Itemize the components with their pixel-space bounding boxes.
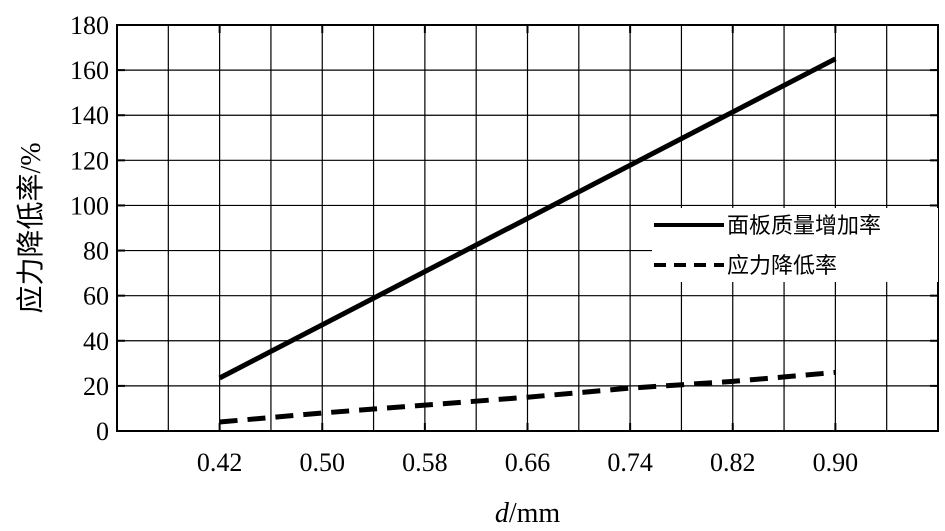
x-tick-label: 0.82 xyxy=(710,448,756,477)
y-tick-label: 0 xyxy=(96,417,109,446)
y-tick-label: 40 xyxy=(83,327,109,356)
x-tick-label: 0.66 xyxy=(505,448,551,477)
y-tick-label: 100 xyxy=(70,191,109,220)
axis-ticks: 0 20 40 60 80 100 120 140 160 180 0.42 0.50 0.58 0.66… xyxy=(70,11,938,477)
y-tick-label: 180 xyxy=(70,11,109,40)
y-tick-label: 20 xyxy=(83,372,109,401)
series-lines xyxy=(218,56,837,425)
legend-label-0: 面板质量增加率 xyxy=(727,214,881,239)
series-line-1 xyxy=(219,369,836,425)
y-axis-label: 应力降低率/% xyxy=(15,142,47,313)
x-tick-label: 0.42 xyxy=(197,448,243,477)
x-axis-label-unit: /mm xyxy=(509,498,561,529)
series-line-0 xyxy=(218,56,837,381)
legend: 面板质量增加率 应力降低率 xyxy=(652,208,938,282)
x-axis-label-symbol: d xyxy=(495,498,510,529)
x-tick-label: 0.74 xyxy=(607,448,653,477)
x-tick-label: 0.90 xyxy=(813,448,859,477)
x-axis-label: d/mm xyxy=(495,498,561,529)
y-tick-label: 120 xyxy=(70,146,109,175)
x-tick-label: 0.50 xyxy=(300,448,346,477)
y-tick-label: 60 xyxy=(83,282,109,311)
y-tick-label: 160 xyxy=(70,56,109,85)
legend-background xyxy=(652,208,938,282)
y-tick-label: 80 xyxy=(83,237,109,266)
y-tick-label: 140 xyxy=(70,101,109,130)
legend-label-1: 应力降低率 xyxy=(727,254,837,279)
x-tick-label: 0.58 xyxy=(402,448,448,477)
